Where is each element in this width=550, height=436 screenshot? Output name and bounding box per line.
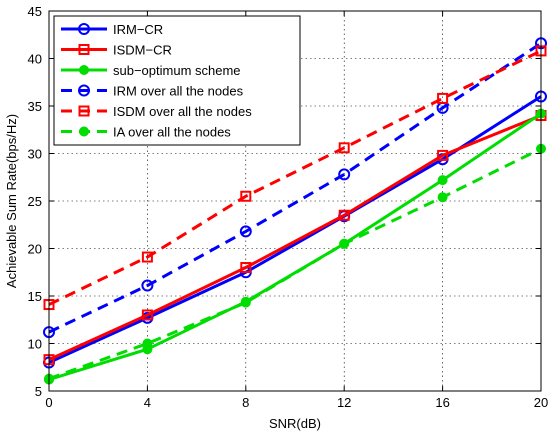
- y-tick-label-8: 45: [28, 4, 42, 19]
- y-tick-label-4: 25: [28, 194, 42, 209]
- y-tick-label-3: 20: [28, 242, 42, 257]
- y-tick-label-5: 30: [28, 147, 42, 162]
- legend: IRM−CR ISDM−CR sub−optimum scheme IRM over …: [53, 15, 301, 146]
- series-line-5: [48, 147, 542, 381]
- data-point-2-4: [437, 175, 448, 186]
- data-point-1-4: [437, 149, 449, 161]
- legend-label-3: IRM over all the nodes: [113, 84, 244, 99]
- legend-label-2: sub−optimum scheme: [113, 63, 241, 78]
- data-point-1-3: [338, 209, 350, 221]
- legend-box: [53, 15, 301, 146]
- ticks: 0 4 8 12 16 20 5 10 15 20 25 30 35 40 45: [28, 4, 549, 410]
- data-point-1-2: [240, 262, 252, 273]
- data-point-4-4: [437, 92, 449, 104]
- data-point-3-1: [141, 279, 154, 292]
- legend-marker-3: [78, 84, 90, 97]
- data-point-5-4: [437, 192, 448, 203]
- data-point-4-1: [141, 251, 153, 263]
- series-line-4: [48, 49, 542, 306]
- y-tick-label-0: 5: [35, 384, 42, 399]
- data-point-4-3: [338, 142, 350, 154]
- legend-marker-1: [78, 44, 90, 55]
- legend-marker-2: [79, 65, 89, 75]
- legend-marker-0: [78, 23, 90, 35]
- series-group: [43, 37, 547, 385]
- data-point-5-3: [339, 238, 350, 249]
- data-point-4-2: [240, 190, 252, 202]
- legend-label-1: ISDM−CR: [113, 43, 172, 58]
- y-tick-label-7: 40: [28, 52, 42, 67]
- legend-label-0: IRM−CR: [113, 22, 163, 37]
- x-tick-label-0: 0: [45, 395, 52, 410]
- y-tick-label-6: 35: [28, 99, 42, 114]
- y-axis-title: Achievable Sum Rate(bps/Hz): [4, 114, 19, 288]
- x-tick-label-3: 12: [337, 395, 351, 410]
- y-tick-label-1: 10: [28, 337, 42, 352]
- series-line-1: [48, 114, 542, 362]
- y-tick-label-2: 15: [28, 289, 42, 304]
- data-point-5-2: [240, 297, 251, 308]
- data-point-3-2: [239, 225, 252, 238]
- data-point-5-1: [142, 338, 153, 349]
- legend-label-4: ISDM over all the nodes: [113, 104, 252, 119]
- x-axis-title: SNR(dB): [269, 416, 321, 431]
- series-line-2: [48, 112, 542, 382]
- legend-marker-5: [79, 126, 89, 137]
- legend-marker-4: [78, 105, 90, 117]
- x-tick-label-5: 20: [534, 395, 548, 410]
- series-line-3: [48, 42, 542, 334]
- x-tick-label-4: 16: [435, 395, 449, 410]
- legend-label-5: IA over all the nodes: [113, 125, 231, 140]
- data-point-3-3: [338, 168, 351, 181]
- data-point-1-1: [141, 309, 153, 321]
- x-tick-label-2: 8: [242, 395, 249, 410]
- x-tick-label-1: 4: [144, 395, 151, 410]
